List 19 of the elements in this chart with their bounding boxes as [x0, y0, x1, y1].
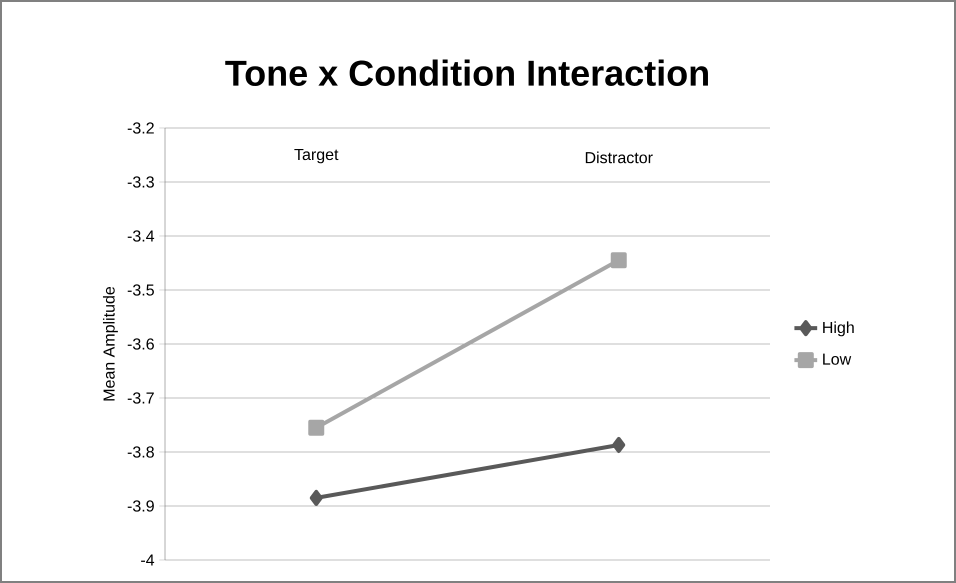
x-tick-label: Distractor: [586, 152, 653, 164]
y-tick-label: -4: [141, 554, 154, 566]
x-tick-label: Target: [294, 148, 338, 164]
y-tick-label: -3.7: [128, 392, 154, 404]
y-tick-label: -3.3: [128, 176, 154, 188]
point: [310, 490, 323, 506]
y-tick-label: -3.9: [128, 500, 154, 512]
point: [308, 420, 324, 436]
legend-label: High: [823, 321, 854, 336]
y-tick-label: -3.5: [128, 284, 154, 296]
y-tick-label: -3.6: [128, 338, 154, 350]
legend-label: Low: [823, 354, 852, 365]
point: [610, 252, 627, 268]
point: [612, 436, 626, 453]
y-tick-label: -3.2: [128, 122, 154, 134]
y-tick-label: -3.8: [128, 446, 154, 458]
y-axis-title: Mean Amplitude: [102, 286, 118, 400]
y-tick-label: -3.4: [128, 230, 154, 242]
chart-title: Tone x Condition Interaction: [225, 60, 708, 86]
